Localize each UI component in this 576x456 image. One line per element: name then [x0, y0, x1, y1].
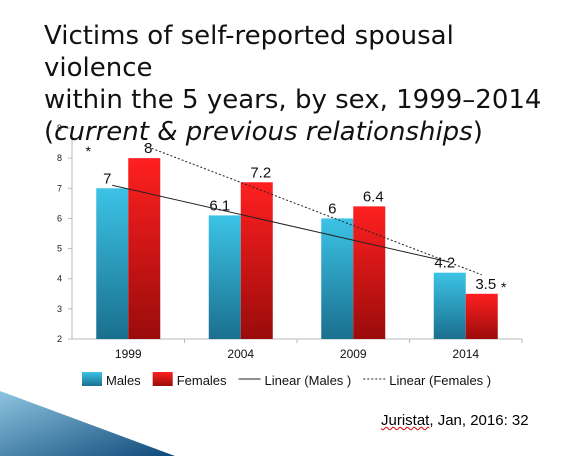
legend-item: Linear (Males ) — [238, 373, 352, 388]
y-tick-label: 7 — [57, 183, 62, 193]
y-tick-label: 6 — [57, 213, 62, 223]
legend-label: Females — [177, 373, 227, 388]
data-label-males: 7 — [103, 170, 111, 187]
source-word: Juristat — [381, 412, 430, 429]
annotation-asterisk: * — [86, 143, 92, 159]
data-label-females: 8 — [144, 140, 152, 157]
annotation-asterisk: * — [501, 279, 507, 295]
title-paren-open: ( — [44, 117, 55, 147]
y-tick-label: 3 — [57, 304, 62, 314]
title-line-2: within the 5 years, by sex, 1999–2014 — [44, 85, 542, 115]
bar-males — [208, 215, 241, 339]
legend-label: Linear (Females ) — [389, 373, 491, 388]
y-tick-label: 9 — [57, 123, 62, 133]
source-rest: , Jan, 2016: 32 — [429, 412, 529, 429]
legend-item: Females — [152, 372, 227, 388]
bar-females — [240, 182, 273, 339]
title-subtitle: current & previous relationships — [54, 117, 473, 147]
x-tick-label: 2014 — [452, 347, 479, 361]
bar-males — [96, 188, 129, 339]
bar-females — [128, 158, 161, 339]
data-label-males: 6.1 — [209, 197, 230, 214]
slide-title: Victims of self-reported spousal violenc… — [44, 20, 564, 148]
legend-label: Linear (Males ) — [265, 373, 352, 388]
legend-item: Linear (Females ) — [363, 373, 491, 388]
y-tick-label: 4 — [57, 274, 62, 284]
data-label-females: 6.4 — [363, 188, 384, 205]
y-tick-label: 8 — [57, 153, 62, 163]
trendline-males — [112, 184, 450, 263]
corner-decoration — [0, 391, 175, 456]
legend-swatch — [152, 372, 173, 386]
legend-item: Males — [82, 372, 141, 388]
source-citation: Juristat, Jan, 2016: 32 — [381, 412, 529, 429]
x-tick-label: 1999 — [115, 347, 142, 361]
legend-label: Males — [106, 373, 141, 388]
bar-males — [433, 272, 466, 339]
data-label-females: 3.5 — [475, 276, 496, 293]
y-tick-label: 2 — [57, 334, 62, 344]
legend-swatch — [82, 372, 102, 386]
x-tick-label: 2009 — [340, 347, 367, 361]
trendline-females — [144, 145, 482, 276]
bar-females — [353, 206, 386, 339]
title-paren-close: ) — [472, 117, 483, 147]
title-line-1: Victims of self-reported spousal violenc… — [44, 21, 454, 83]
bar-females — [465, 293, 498, 339]
data-label-males: 6 — [328, 200, 336, 217]
data-label-females: 7.2 — [250, 164, 271, 181]
x-tick-label: 2004 — [227, 347, 254, 361]
y-tick-label: 5 — [57, 244, 62, 254]
